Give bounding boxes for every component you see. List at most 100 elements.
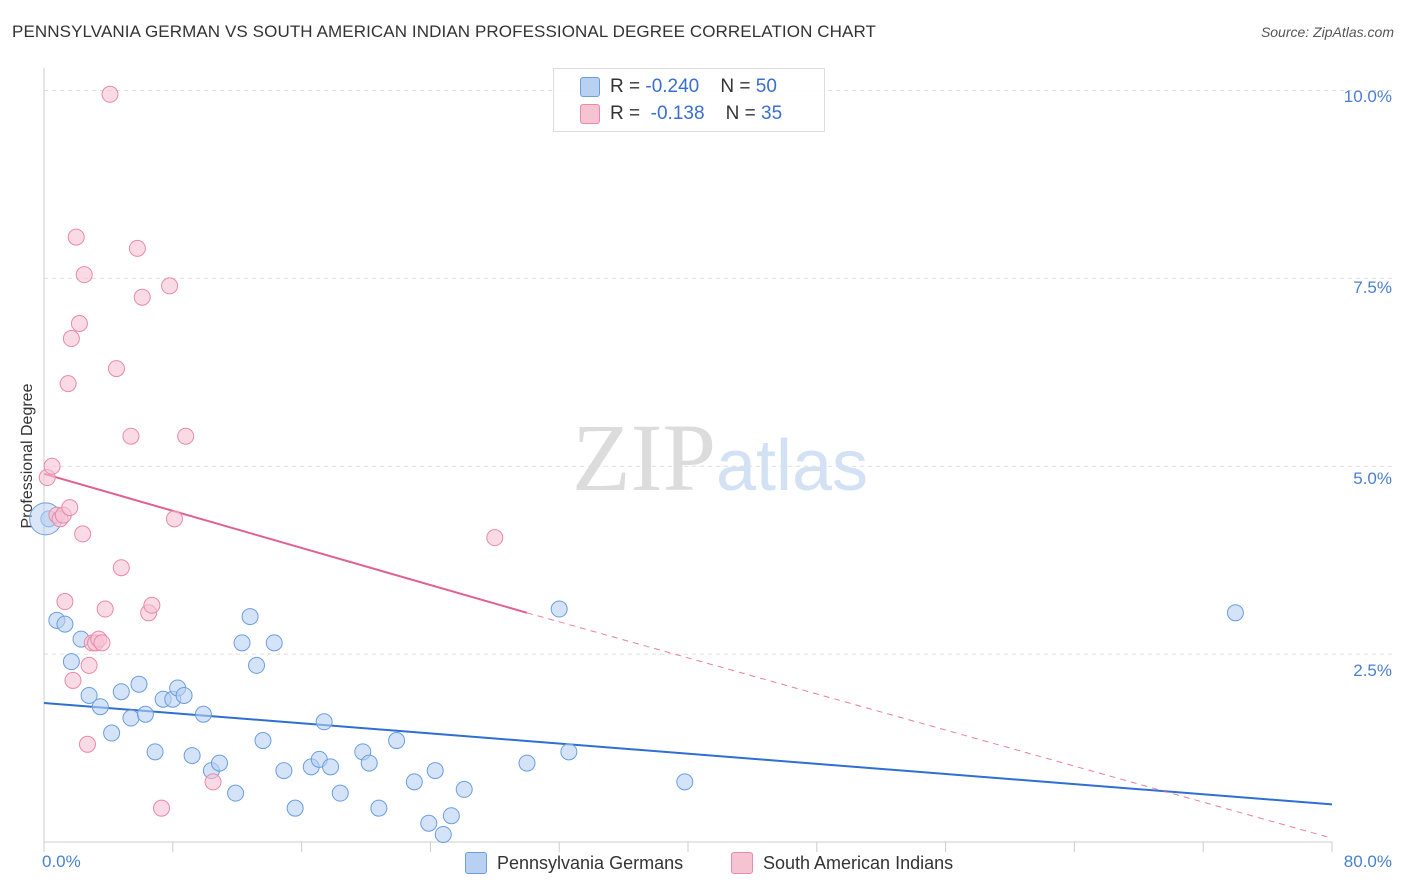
point-pennsylvania — [248, 656, 266, 674]
point-pennsylvania — [331, 784, 349, 802]
point-pennsylvania — [241, 608, 259, 626]
point-south-american — [70, 314, 88, 332]
point-south-american — [133, 288, 151, 306]
point-south-american — [107, 360, 125, 378]
trend-line-south-american — [43, 472, 528, 614]
point-pennsylvania — [62, 653, 80, 671]
blue-swatch — [580, 77, 600, 97]
source-label: Source: ZipAtlas.com — [1260, 24, 1394, 40]
point-pennsylvania — [420, 814, 438, 832]
y-tick-7-5: 7.5% — [1353, 278, 1392, 297]
point-south-american — [165, 510, 183, 528]
point-pennsylvania — [560, 743, 578, 761]
point-south-american — [67, 228, 85, 246]
point-pennsylvania — [254, 732, 272, 750]
point-south-american — [143, 596, 161, 614]
legend-label: Pennsylvania Germans — [497, 852, 684, 873]
point-pennsylvania — [550, 600, 568, 618]
point-south-american — [62, 330, 80, 348]
blue-swatch — [465, 852, 487, 874]
point-south-american — [75, 266, 93, 284]
point-south-american — [59, 375, 77, 393]
point-pennsylvania — [233, 634, 251, 652]
y-tick-2-5: 2.5% — [1353, 661, 1392, 680]
x-tick-min: 0.0% — [42, 852, 81, 871]
point-pennsylvania — [388, 732, 406, 750]
point-pennsylvania — [360, 754, 378, 772]
point-pennsylvania — [322, 758, 340, 776]
legend-n-label: N = — [720, 76, 756, 97]
point-pennsylvania — [210, 754, 228, 772]
point-pennsylvania — [103, 724, 121, 742]
y-tick-10-0: 10.0% — [1343, 87, 1392, 106]
point-pennsylvania — [442, 807, 460, 825]
point-pennsylvania — [676, 773, 694, 791]
point-pennsylvania — [455, 780, 473, 798]
point-pennsylvania — [130, 675, 148, 693]
legend-item-south-american: South American Indians — [731, 852, 953, 874]
point-south-american — [128, 239, 146, 257]
trend-line-south-american-extension — [526, 612, 1333, 839]
legend-label: South American Indians — [763, 852, 954, 873]
point-pennsylvania — [286, 799, 304, 817]
point-pennsylvania — [56, 615, 74, 633]
point-pennsylvania — [227, 784, 245, 802]
point-south-american — [74, 525, 92, 543]
point-south-american — [161, 277, 179, 295]
point-pennsylvania — [136, 705, 154, 723]
point-pennsylvania — [405, 773, 423, 791]
point-pennsylvania — [91, 698, 109, 716]
legend-r-label: R = — [610, 103, 646, 124]
point-pennsylvania — [183, 747, 201, 765]
point-pennsylvania — [315, 713, 333, 731]
gridlines — [44, 90, 1392, 655]
data-points — [29, 85, 1244, 843]
point-south-american — [177, 427, 195, 445]
legend-r-value: -0.138 — [645, 103, 705, 124]
point-south-american — [43, 457, 61, 475]
x-tick-max: 80.0% — [1343, 852, 1392, 871]
point-pennsylvania — [275, 762, 293, 780]
point-south-american — [122, 427, 140, 445]
point-south-american — [101, 85, 119, 103]
y-tick-5-0: 5.0% — [1353, 469, 1392, 488]
point-south-american — [61, 499, 79, 517]
point-pennsylvania — [112, 683, 130, 701]
point-pennsylvania — [175, 686, 193, 704]
legend-item-pennsylvania: Pennsylvania Germans — [465, 852, 683, 874]
point-south-american — [96, 600, 114, 618]
point-south-american — [486, 529, 504, 547]
point-pennsylvania — [518, 754, 536, 772]
point-pennsylvania — [434, 825, 452, 843]
point-pennsylvania — [80, 686, 98, 704]
pink-swatch — [731, 852, 753, 874]
trend-lines — [43, 472, 1333, 839]
point-south-american — [64, 671, 82, 689]
point-south-american — [112, 559, 130, 577]
point-pennsylvania — [194, 705, 212, 723]
legend-r-label: R = — [610, 76, 646, 97]
point-pennsylvania — [265, 634, 283, 652]
point-south-american — [93, 634, 111, 652]
legend-n-label: N = — [725, 103, 762, 124]
stats-legend: R = -0.240 N = 50 R = -0.138 N = 35 — [553, 68, 825, 132]
point-pennsylvania — [370, 799, 388, 817]
point-south-american — [78, 735, 96, 753]
point-south-american — [80, 656, 98, 674]
trend-line-pennsylvania — [43, 701, 1333, 806]
point-pennsylvania — [122, 709, 140, 727]
chart-title: PENNSYLVANIA GERMAN VS SOUTH AMERICAN IN… — [12, 22, 877, 41]
legend-n-value: 35 — [761, 103, 783, 124]
legend-r-value: -0.240 — [645, 76, 700, 97]
watermark: ZIPatlas — [572, 404, 868, 511]
pink-swatch — [580, 104, 600, 124]
axes — [43, 68, 1333, 852]
point-pennsylvania — [426, 762, 444, 780]
point-south-american — [56, 593, 74, 611]
point-pennsylvania — [1226, 604, 1244, 622]
point-south-american — [153, 799, 171, 817]
legend-n-value: 50 — [755, 76, 777, 97]
point-pennsylvania — [146, 743, 164, 761]
point-south-american — [204, 773, 222, 791]
